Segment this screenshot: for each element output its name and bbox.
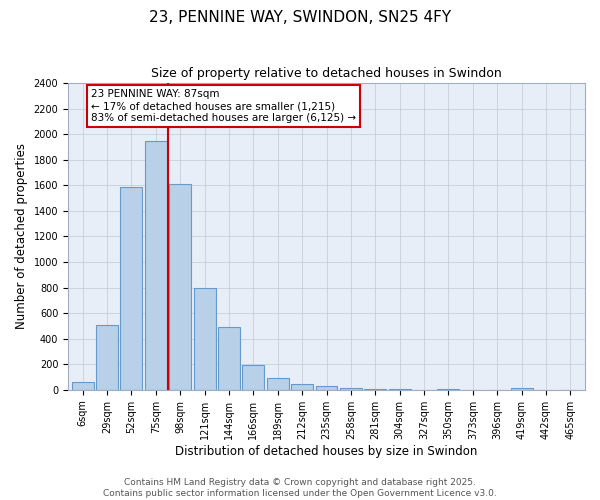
Bar bbox=[389, 389, 410, 390]
Bar bbox=[96, 324, 118, 390]
Bar bbox=[218, 327, 240, 390]
Y-axis label: Number of detached properties: Number of detached properties bbox=[15, 144, 28, 330]
Bar bbox=[340, 388, 362, 390]
Title: Size of property relative to detached houses in Swindon: Size of property relative to detached ho… bbox=[151, 68, 502, 80]
Bar bbox=[242, 365, 265, 390]
Bar bbox=[364, 388, 386, 390]
Bar bbox=[145, 140, 167, 390]
Bar bbox=[121, 186, 142, 390]
Bar bbox=[316, 386, 337, 390]
Bar bbox=[511, 388, 533, 390]
Text: 23 PENNINE WAY: 87sqm
← 17% of detached houses are smaller (1,215)
83% of semi-d: 23 PENNINE WAY: 87sqm ← 17% of detached … bbox=[91, 90, 356, 122]
Bar bbox=[437, 389, 460, 390]
Bar bbox=[169, 184, 191, 390]
X-axis label: Distribution of detached houses by size in Swindon: Distribution of detached houses by size … bbox=[175, 444, 478, 458]
Bar bbox=[267, 378, 289, 390]
Bar bbox=[194, 288, 215, 390]
Bar bbox=[291, 384, 313, 390]
Text: 23, PENNINE WAY, SWINDON, SN25 4FY: 23, PENNINE WAY, SWINDON, SN25 4FY bbox=[149, 10, 451, 25]
Text: Contains HM Land Registry data © Crown copyright and database right 2025.
Contai: Contains HM Land Registry data © Crown c… bbox=[103, 478, 497, 498]
Bar bbox=[71, 382, 94, 390]
